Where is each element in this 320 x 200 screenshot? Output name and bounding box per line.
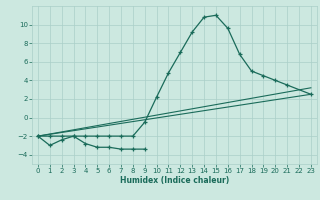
X-axis label: Humidex (Indice chaleur): Humidex (Indice chaleur) xyxy=(120,176,229,185)
